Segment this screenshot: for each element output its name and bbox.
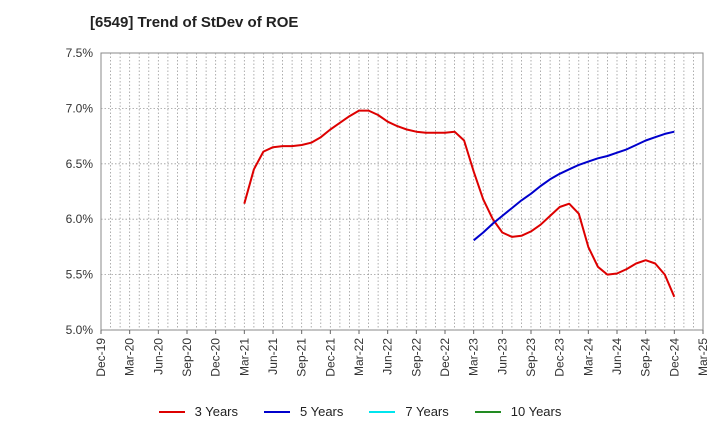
legend-item-5-years: 5 Years — [264, 404, 343, 419]
y-tick-label: 7.0% — [66, 101, 94, 115]
x-tick-label: Mar-21 — [237, 338, 251, 376]
legend-swatch-5-years — [264, 410, 290, 413]
y-tick-label: 7.5% — [66, 46, 94, 60]
legend-label-3-years: 3 Years — [194, 404, 238, 419]
x-tick-label: Jun-23 — [495, 338, 509, 375]
y-tick-label: 5.5% — [66, 268, 94, 282]
series-line-5-years — [473, 130, 675, 242]
y-axis-ticks: 5.0% 5.5% 6.0% 6.5% 7.0% 7.5% — [66, 46, 94, 337]
y-tick-label: 6.0% — [66, 212, 94, 226]
x-tick-label: Mar-22 — [352, 338, 366, 376]
x-tick-label: Dec-19 — [94, 338, 108, 377]
x-tick-label: Sep-24 — [639, 338, 653, 377]
x-axis-ticks: Dec-19 Mar-20 Jun-20 Sep-20 Dec-20 Mar-21 Jun-… — [94, 330, 710, 377]
chart-title: [6549] Trend of StDev of ROE — [90, 14, 299, 31]
x-tick-label: Mar-20 — [123, 338, 137, 376]
legend-item-7-years: 7 Years — [369, 404, 449, 419]
x-tick-label: Dec-23 — [553, 338, 567, 377]
x-tick-label: Jun-24 — [610, 338, 624, 375]
y-tick-label: 6.5% — [66, 157, 94, 171]
y-tick-label: 5.0% — [66, 323, 94, 337]
series-line-3-years — [243, 109, 676, 298]
plot-area — [100, 52, 704, 331]
x-tick-label: Mar-23 — [467, 338, 481, 376]
grid-lines — [101, 53, 703, 330]
series-lines — [243, 109, 676, 298]
x-tick-label: Dec-24 — [667, 338, 681, 377]
legend-label-10-years: 10 Years — [510, 404, 562, 419]
legend-label-5-years: 5 Years — [300, 404, 344, 419]
legend-label-7-years: 7 Years — [405, 404, 449, 419]
x-tick-label: Jun-20 — [151, 338, 165, 375]
x-tick-label: Sep-22 — [409, 338, 423, 377]
x-tick-label: Sep-23 — [524, 338, 538, 377]
x-tick-label: Jun-21 — [266, 338, 280, 375]
x-tick-label: Dec-21 — [323, 338, 337, 377]
legend-swatch-3-years — [158, 410, 185, 413]
legend-swatch-10-years — [474, 410, 501, 413]
x-tick-label: Mar-25 — [696, 338, 710, 376]
x-tick-label: Sep-21 — [295, 338, 309, 377]
legend-item-10-years: 10 Years — [474, 404, 562, 419]
x-tick-label: Dec-20 — [209, 338, 223, 377]
x-tick-label: Mar-24 — [581, 338, 595, 376]
x-tick-label: Sep-20 — [180, 338, 194, 377]
legend-item-3-years: 3 Years — [158, 404, 238, 419]
x-tick-label: Jun-22 — [381, 338, 395, 375]
legend-swatch-7-years — [369, 410, 396, 413]
legend: 3 Years 5 Years 7 Years 10 Years — [0, 404, 720, 419]
x-tick-label: Dec-22 — [438, 338, 452, 377]
